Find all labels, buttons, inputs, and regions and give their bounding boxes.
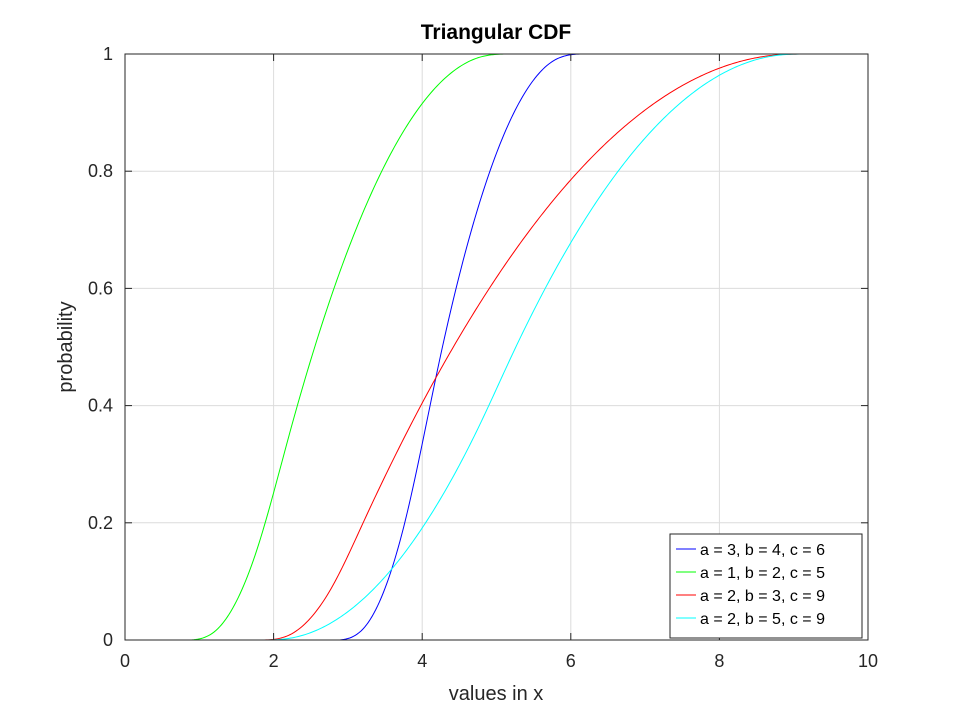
plot-frame	[124, 53, 869, 641]
x-tick-label: 4	[417, 651, 427, 671]
legend: a = 3, b = 4, c = 6 a = 1, b = 2, c = 5 a …	[669, 533, 863, 639]
x-tick-label: 2	[269, 651, 279, 671]
y-axis-label: probability	[55, 301, 77, 392]
y-tick-label: 0.8	[88, 161, 113, 181]
legend-entry: a = 3, b = 4, c = 6	[700, 542, 825, 559]
y-tick-label: 0	[103, 630, 113, 650]
y-tick-label: 0.4	[88, 396, 113, 416]
x-tick-label: 6	[566, 651, 576, 671]
y-tick-label: 0.6	[88, 278, 113, 298]
legend-entry: a = 1, b = 2, c = 5	[700, 565, 825, 582]
legend-entry: a = 2, b = 3, c = 9	[700, 588, 825, 605]
x-axis-label: values in x	[449, 683, 544, 705]
chart-title: Triangular CDF	[421, 21, 572, 44]
legend-box	[669, 533, 863, 639]
axis-ticks: 0 2 4 6 8 10 0 0.2 0.4 0.6 0.8 1	[88, 44, 878, 671]
x-tick-label: 0	[120, 651, 130, 671]
legend-entry: a = 2, b = 5, c = 9	[700, 611, 825, 628]
x-tick-label: 8	[714, 651, 724, 671]
y-tick-label: 0.2	[88, 513, 113, 533]
y-tick-label: 1	[103, 44, 113, 64]
x-tick-label: 10	[858, 651, 878, 671]
